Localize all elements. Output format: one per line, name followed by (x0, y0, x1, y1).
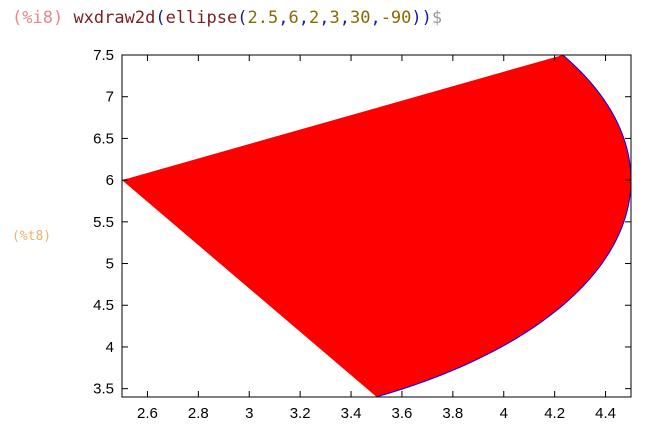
x-tick-label: 3.8 (442, 405, 463, 422)
x-tick-label: 4.4 (595, 405, 616, 422)
x-tick-label: 3.2 (290, 405, 311, 422)
terminator: $ (431, 8, 443, 28)
y-tick-label: 4.5 (93, 297, 114, 314)
y-tick-label: 5 (106, 256, 114, 273)
ellipse-sector-fill (122, 55, 631, 397)
y-tick-label: 6.5 (93, 130, 114, 147)
arg-4: 30 (349, 8, 371, 28)
input-label: (%i8) (12, 8, 64, 28)
x-tick-label: 3.6 (392, 405, 413, 422)
inner-function-name: ellipse (165, 8, 238, 28)
y-tick-label: 4 (106, 339, 114, 356)
x-tick-label: 3.4 (341, 405, 362, 422)
y-tick-label: 6 (106, 172, 114, 189)
arg-1: 6 (288, 8, 299, 28)
x-tick-label: 3 (245, 405, 253, 422)
function-name: wxdraw2d (73, 8, 156, 28)
input-cell[interactable]: (%i8) wxdraw2d(ellipse(2.5,6,2,3,30,-90)… (12, 8, 443, 28)
output-label: (%t8) (12, 229, 52, 244)
ellipse-arc-border (376, 54, 632, 398)
x-tick-label: 4 (500, 405, 508, 422)
arg-5: -90 (380, 8, 412, 28)
arg-2: 2 (308, 8, 320, 28)
x-tick-label: 2.8 (188, 405, 209, 422)
y-tick-label: 5.5 (93, 214, 114, 231)
arg-3: 3 (329, 8, 340, 28)
y-tick-label: 7.5 (93, 47, 114, 64)
arg-0: 2.5 (247, 8, 279, 28)
plot-frame (121, 54, 632, 398)
y-tick-label: 3.5 (93, 381, 114, 398)
x-tick-label: 2.6 (137, 405, 158, 422)
y-tick-label: 7 (106, 89, 114, 106)
x-tick-label: 4.2 (544, 405, 565, 422)
